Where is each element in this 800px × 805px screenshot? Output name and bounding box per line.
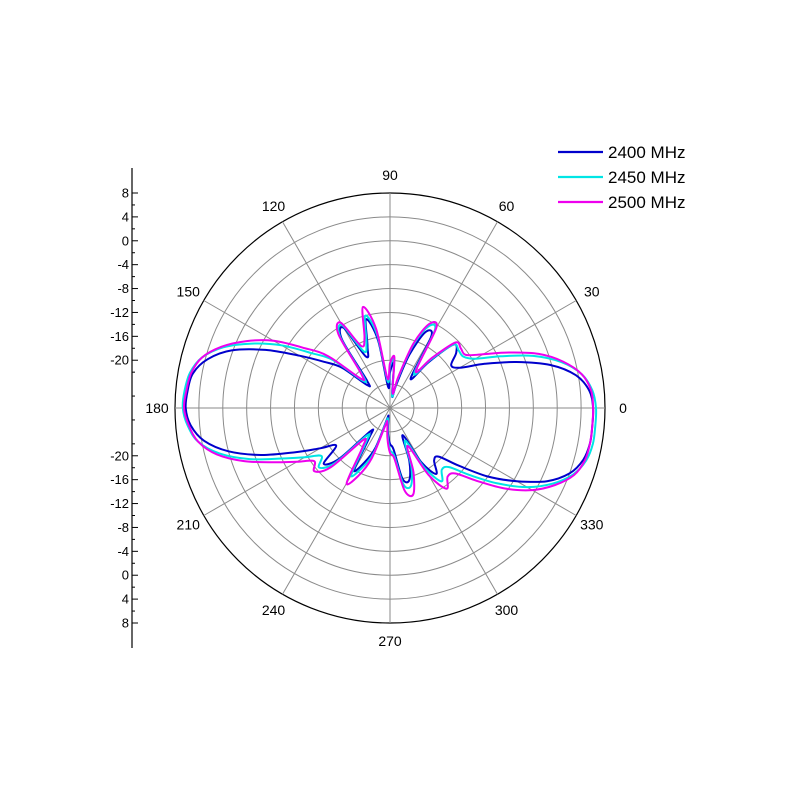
radial-tick-label: -12 [110, 496, 129, 511]
angle-spoke [282, 407, 391, 595]
radial-tick-label: 4 [122, 209, 129, 224]
angle-label: 30 [584, 284, 600, 300]
angle-label: 300 [495, 602, 519, 618]
angle-spokes [175, 193, 605, 623]
angle-label: 0 [619, 400, 627, 416]
radial-tick-label: 8 [122, 186, 129, 201]
radial-tick-label: -20 [110, 353, 129, 368]
legend-label: 2500 MHz [608, 193, 685, 212]
radial-tick-label: -8 [117, 520, 129, 535]
radial-tick-label: -12 [110, 305, 129, 320]
angle-label: 150 [177, 284, 201, 300]
angle-spoke [389, 221, 498, 409]
radial-tick-label: -4 [117, 257, 129, 272]
radial-tick-label: 4 [122, 592, 129, 607]
angle-label: 270 [378, 633, 402, 649]
angle-spoke [389, 407, 577, 516]
angle-label: 120 [262, 198, 286, 214]
angle-label: 60 [499, 198, 515, 214]
radial-tick-label: -8 [117, 281, 129, 296]
radial-axis: 8 4 0 -4 -8 -12 -16 -20 -20 -16 -12 -8 -4 0 4 8 [110, 168, 138, 648]
legend-label: 2450 MHz [608, 168, 685, 187]
angle-label: 210 [177, 517, 201, 533]
legend-label: 2400 MHz [608, 143, 685, 162]
angle-spoke [282, 221, 391, 409]
radial-tick-label: -16 [110, 472, 129, 487]
legend: 2400 MHz 2450 MHz 2500 MHz [558, 143, 685, 212]
radial-tick-label: -20 [110, 448, 129, 463]
radial-tick-label: 0 [122, 233, 129, 248]
angle-label: 180 [145, 400, 169, 416]
radial-tick-label: 0 [122, 568, 129, 583]
series-line-2500-mhz [182, 305, 595, 498]
angle-label: 240 [262, 602, 286, 618]
angle-labels: 0 30 60 90 120 150 180 210 240 270 300 330 [145, 167, 627, 649]
series-lines [181, 305, 598, 498]
radial-tick-label: 8 [122, 616, 129, 631]
angle-spoke [389, 407, 498, 595]
radial-tick-label: -4 [117, 544, 129, 559]
radial-tick-label: -16 [110, 329, 129, 344]
angle-label: 330 [580, 517, 604, 533]
angle-label: 90 [382, 167, 398, 183]
